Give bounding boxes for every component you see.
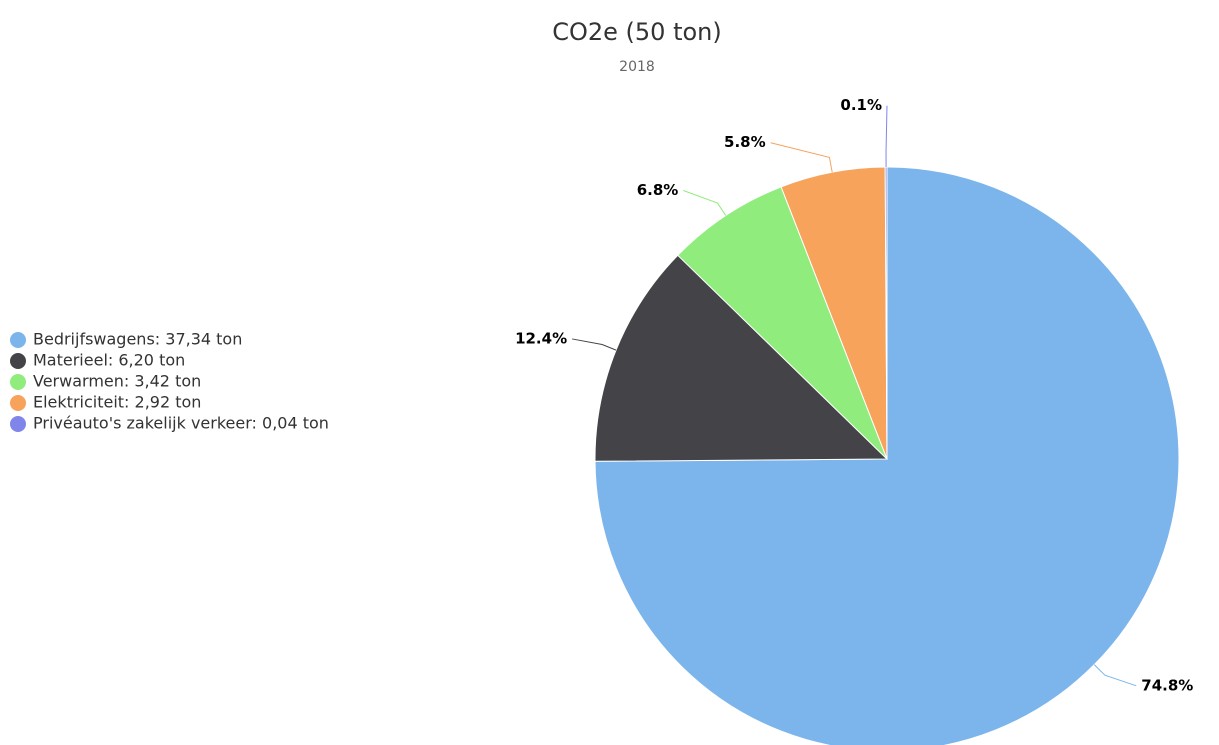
data-label: 74.8% (1141, 676, 1193, 694)
chart-title: CO2e (50 ton) (552, 18, 722, 46)
data-label: 0.1% (840, 96, 882, 114)
connector (1093, 664, 1137, 687)
connector (885, 105, 888, 168)
legend-label: Verwarmen: 3,42 ton (33, 372, 201, 391)
pie-slice (884, 166, 888, 460)
connector (770, 142, 833, 173)
legend-label: Elektriciteit: 2,92 ton (33, 393, 201, 412)
data-label: 6.8% (637, 181, 679, 199)
data-label: 12.4% (515, 329, 567, 347)
legend-symbol (10, 416, 26, 432)
legend-symbol (10, 395, 26, 411)
connector (572, 338, 617, 351)
chart-subtitle: 2018 (619, 59, 655, 75)
legend-label: Bedrijfswagens: 37,34 ton (33, 330, 242, 349)
pie-slice (677, 186, 888, 460)
legend-label: Materieel: 6,20 ton (33, 351, 185, 370)
legend-symbol (10, 332, 26, 348)
legend-symbol (10, 353, 26, 369)
connector (683, 190, 727, 216)
pie-slice (594, 254, 889, 462)
legend-symbol (10, 374, 26, 390)
pie-slice (594, 166, 1180, 745)
data-label: 5.8% (724, 133, 766, 151)
legend-label: Privéauto's zakelijk verkeer: 0,04 ton (33, 414, 329, 433)
